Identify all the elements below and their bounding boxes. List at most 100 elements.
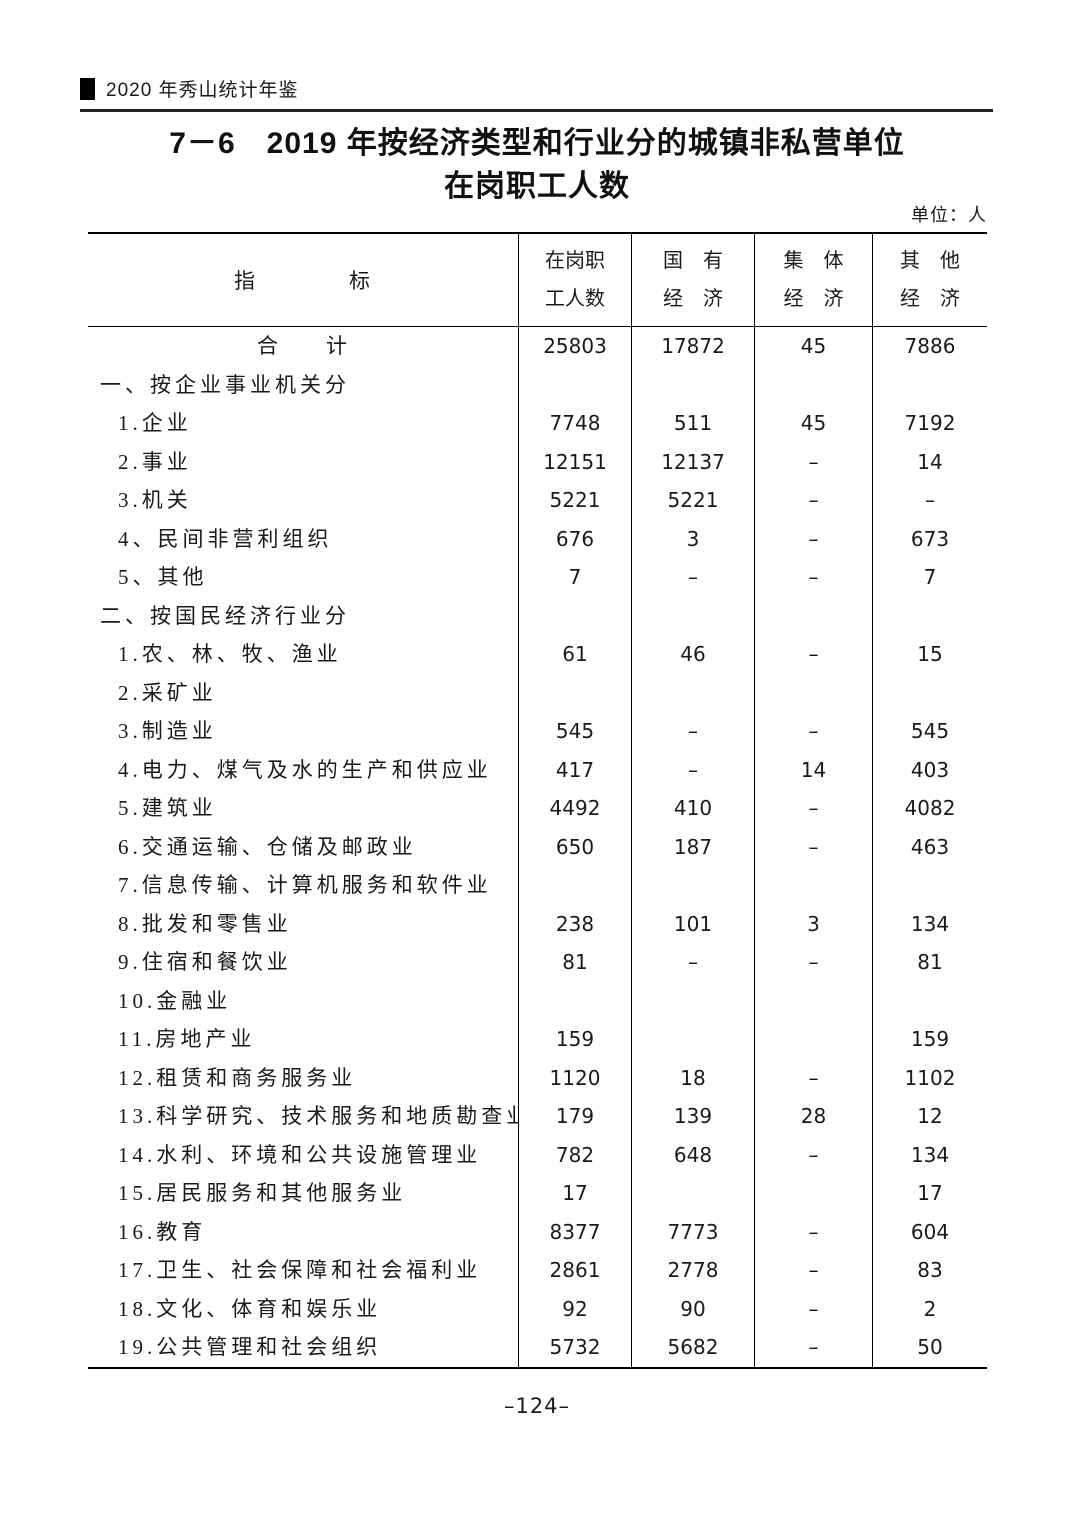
table-row: 7.信息传输、计算机服务和软件业 [88,866,987,905]
indicator-cell: 1.企业 [88,404,519,443]
table-row: 18.文化、体育和娱乐业 92 90– 2 [88,1289,987,1328]
cell-other: 463 [910,834,950,859]
cell-state-owned: 17872 [632,327,755,366]
cell-on-duty-staff [519,673,632,712]
table-row: 3.制造业 545– –545 [88,712,987,751]
indicator-cell: 13.科学研究、技术服务和地质勘查业 [88,1097,519,1136]
cell-collective [755,1174,873,1213]
cell-collective: – [755,1251,873,1290]
cell-on-duty-staff: 4492 [519,789,632,828]
cell-on-duty-staff: 7 [519,558,632,597]
cell-state-owned: 46 [632,635,755,674]
cell-state-owned [632,673,755,712]
cell-state-owned: 12137 [632,442,755,481]
cell-state-owned: 648 [632,1135,755,1174]
header-square-marker [80,77,95,100]
indicator-cell: 3.机关 [88,481,519,520]
cell-other: 1102 [904,1065,956,1090]
cell-other: 50 [917,1335,943,1359]
indicator-cell: 8.批发和零售业 [88,904,519,943]
indicator-cell: 16.教育 [88,1212,519,1251]
table-row: 4、民间非营利组织 676 3– 673 [88,519,987,558]
cell-state-owned: 410 [632,789,755,828]
cell-collective: 3 [755,904,873,943]
cell-other [873,674,987,713]
cell-other [873,597,987,636]
table-row: 9.住宿和餐饮业 81– –81 [88,943,987,982]
header-on-duty-staff-line1: 在岗职 [545,249,605,272]
header-indicator: 指 标 [88,234,519,326]
cell-other: 7 [923,565,937,589]
cell-other: 403 [910,757,950,782]
cell-collective: – [755,558,873,597]
indicator-cell: 17.卫生、社会保障和社会福利业 [88,1251,519,1290]
cell-on-duty-staff [519,866,632,905]
cell-other: 673 [910,526,950,551]
cell-on-duty-staff: 92 [519,1289,632,1328]
cell-collective: – [755,635,873,674]
cell-collective: 28 [755,1097,873,1136]
cell-other: 83 [917,1258,943,1282]
cell-other: 14 [917,449,943,474]
table-row: 1.企业 7748 511 45 7192 [88,404,987,443]
indicator-cell: 19.公共管理和社会组织 [88,1328,519,1367]
table-row: 15.居民服务和其他服务业 17 17 [88,1174,987,1213]
cell-collective: – [755,789,873,828]
cell-on-duty-staff: 417 [519,750,632,789]
table-row: 16.教育 8377 7773– 604 [88,1212,987,1251]
indicator-cell: 5.建筑业 [88,789,519,828]
indicator-cell: 15.居民服务和其他服务业 [88,1174,519,1213]
cell-state-owned: – [632,558,755,597]
table-row: 一、按企业事业机关分 [88,365,987,404]
cell-state-owned: – [632,712,755,751]
header-other-economy: 其 他 经 济 [873,234,987,326]
header-collective-line2: 经 济 [783,287,844,310]
cell-on-duty-staff: 545 [519,712,632,751]
cell-state-owned [632,981,755,1020]
cell-state-owned: 511 [632,404,755,443]
cell-other: 2 [923,1296,937,1321]
header-state-owned-line1: 国 有 [663,249,723,272]
header-collective-economy: 集 体 经 济 [755,234,873,326]
cell-on-duty-staff: 650 [519,827,632,866]
cell-collective [755,1020,873,1059]
cell-other: 17 [917,1181,943,1205]
cell-other: 545 [910,719,950,743]
cell-collective: – [755,481,873,520]
table-row: 13.科学研究、技术服务和地质勘查业 179 139 28 12 [88,1097,987,1136]
cell-other: – [925,488,935,512]
cell-on-duty-staff: 179 [519,1097,632,1136]
cell-collective [755,365,873,404]
table-title-line1: 7－6 2019 年按经济类型和行业分的城镇非私营单位 [169,127,905,160]
indicator-cell: 5、其他 [88,558,519,597]
indicator-cell: 合 计 [88,327,519,366]
cell-collective: – [755,1328,873,1367]
cell-collective: 14 [755,750,873,789]
cell-on-duty-staff: 61 [519,635,632,674]
indicator-cell: 18.文化、体育和娱乐业 [88,1289,519,1328]
cell-on-duty-staff: 8377 [519,1212,632,1251]
cell-collective: – [755,1135,873,1174]
cell-collective [755,866,873,905]
cell-collective: – [755,712,873,751]
indicator-cell: 7.信息传输、计算机服务和软件业 [88,866,519,905]
cell-state-owned [632,596,755,635]
cell-on-duty-staff: 17 [519,1174,632,1213]
cell-on-duty-staff: 2861 [519,1251,632,1290]
cell-collective: – [755,827,873,866]
cell-state-owned [632,1020,755,1059]
cell-other: 134 [910,1142,950,1167]
cell-collective: 45 [755,404,873,443]
cell-collective: – [755,519,873,558]
cell-state-owned: – [632,943,755,982]
cell-other: 7192 [904,411,956,435]
cell-on-duty-staff [519,365,632,404]
table-header-row: 指 标 在岗职 工人数 国 有 经 济 集 体 经 济 其 他 经 济 [88,234,987,327]
table-row: 6.交通运输、仓储及邮政业 650 187– 463 [88,827,987,866]
cell-on-duty-staff: 238 [519,904,632,943]
cell-other: 159 [910,1027,950,1051]
cell-on-duty-staff: 7748 [519,404,632,443]
table-row: 8.批发和零售业 238 101 3 134 [88,904,987,943]
cell-on-duty-staff [519,596,632,635]
cell-other: 15 [917,642,943,666]
